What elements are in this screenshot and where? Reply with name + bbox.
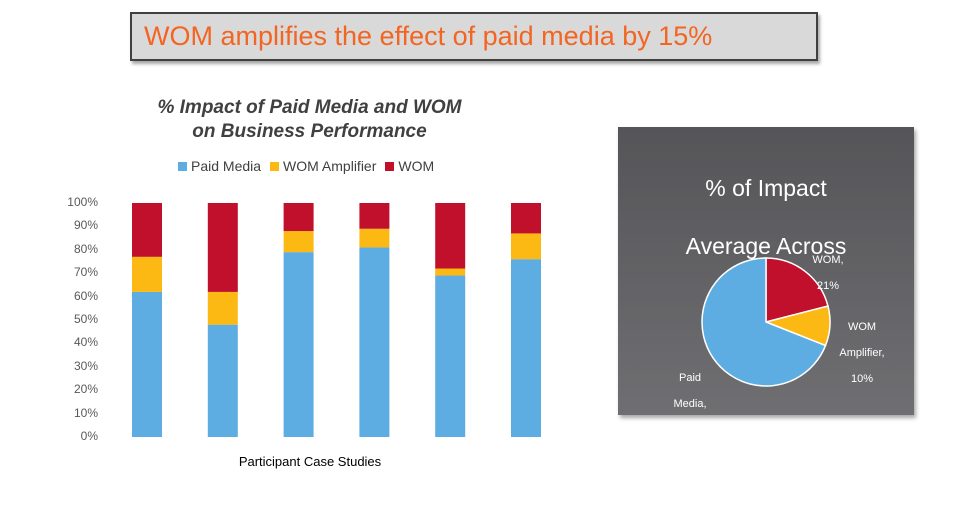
bar-segment-paid-media [132, 291, 162, 437]
bar-segment-wom [359, 203, 390, 229]
legend-label-paid-media: Paid Media [191, 158, 262, 174]
pie-label-wom-amplifier: WOM Amplifier, 10% [831, 308, 893, 399]
pie-label-wom-amplifier-line-2: Amplifier, [839, 347, 885, 359]
pie-label-wom-line-1: WOM, [812, 254, 844, 266]
pie-label-wom-amplifier-line-3: 10% [850, 373, 874, 385]
pie-chart-title-line-1: % of Impact [705, 175, 827, 201]
bar-segment-paid-media [283, 252, 314, 437]
x-axis-label: Participant Case Studies [238, 454, 382, 469]
bar-segment-wom [132, 203, 162, 257]
y-tick-label: 20% [73, 382, 98, 397]
y-tick-label: 100% [67, 195, 98, 209]
y-tick-label: 70% [73, 265, 98, 280]
legend-item-paid-media: Paid Media [178, 158, 261, 174]
bar-segment-paid-media [435, 275, 466, 437]
legend-swatch-wom-amplifier [270, 161, 280, 171]
legend-swatch-wom [385, 161, 395, 171]
bar-chart-title-line-1: % Impact of Paid Media and WOM [157, 97, 462, 118]
bar-segment-paid-media [359, 247, 390, 437]
y-tick-label: 80% [73, 241, 98, 256]
bar-segment-wom-amplifier [435, 268, 466, 276]
headline-box: WOM amplifies the effect of paid media b… [130, 12, 818, 61]
bar-chart-title: % Impact of Paid Media and WOM on Busine… [112, 96, 507, 144]
bar-segment-wom-amplifier [132, 256, 162, 292]
pie-label-paid-media: Paid Media, 69% [668, 359, 712, 450]
bar-segment-paid-media [207, 324, 238, 437]
y-tick-label: 50% [73, 312, 98, 326]
legend-item-wom: WOM [385, 158, 434, 174]
bar-segment-wom [207, 203, 238, 292]
bar-segment-wom [283, 203, 314, 232]
y-tick-label: 30% [73, 358, 98, 373]
pie-chart-plot [701, 257, 831, 387]
bar-segment-wom [511, 203, 541, 234]
pie-label-wom: WOM, 21% [798, 241, 858, 306]
pie-slice-wom [765, 257, 829, 323]
legend-label-wom: WOM [398, 158, 435, 174]
bar-segment-wom-amplifier [283, 231, 314, 253]
legend-label-wom-amplifier: WOM Amplifier [283, 158, 377, 174]
y-tick-label: 90% [73, 218, 98, 233]
y-tick-label: 40% [73, 335, 98, 350]
y-tick-label: 0% [80, 429, 98, 443]
headline-text: WOM amplifies the effect of paid media b… [144, 21, 713, 51]
pie-label-paid-media-line-3: 69% [678, 424, 702, 436]
pie-slice-paid-media [701, 257, 827, 387]
bar-segment-wom-amplifier [359, 228, 390, 248]
bar-chart-legend: Paid Media WOM Amplifier WOM [178, 158, 443, 174]
pie-chart-panel: % of Impact Average Across Studies WOM, … [618, 127, 914, 436]
bar-segment-paid-media [511, 259, 541, 437]
legend-item-wom-amplifier: WOM Amplifier [270, 158, 376, 174]
bar-chart-title-line-2: on Business Performance [192, 121, 427, 142]
pie-chart-title-line-2: Average Across [685, 233, 847, 259]
y-tick-label: 60% [73, 288, 98, 303]
y-tick-label: 10% [73, 405, 98, 420]
pie-label-paid-media-line-1: Paid [678, 372, 702, 384]
pie-label-wom-line-2: 21% [816, 280, 840, 292]
bar-segment-wom-amplifier [511, 233, 541, 260]
bar-segment-wom [435, 203, 466, 269]
pie-label-wom-amplifier-line-1: WOM [847, 321, 877, 333]
pie-label-paid-media-line-2: Media, [673, 398, 707, 410]
bar-segment-wom-amplifier [207, 291, 238, 325]
legend-swatch-paid-media [178, 161, 187, 171]
